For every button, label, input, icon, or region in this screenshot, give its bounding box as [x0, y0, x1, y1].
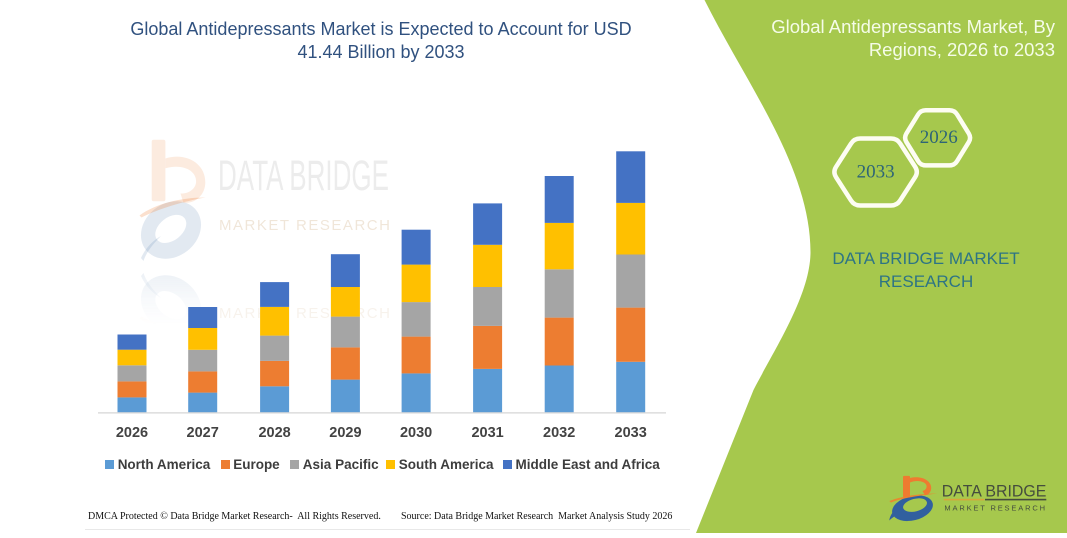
- svg-text:MARKET RESEARCH: MARKET RESEARCH: [219, 217, 390, 234]
- svg-text:DATA BRIDGE: DATA BRIDGE: [942, 482, 1047, 501]
- svg-text:MARKET RESEARCH: MARKET RESEARCH: [944, 504, 1045, 513]
- svg-text:DATA BRIDGE: DATA BRIDGE: [218, 152, 389, 200]
- svg-text:2033: 2033: [857, 162, 895, 183]
- svg-text:2026: 2026: [920, 127, 958, 148]
